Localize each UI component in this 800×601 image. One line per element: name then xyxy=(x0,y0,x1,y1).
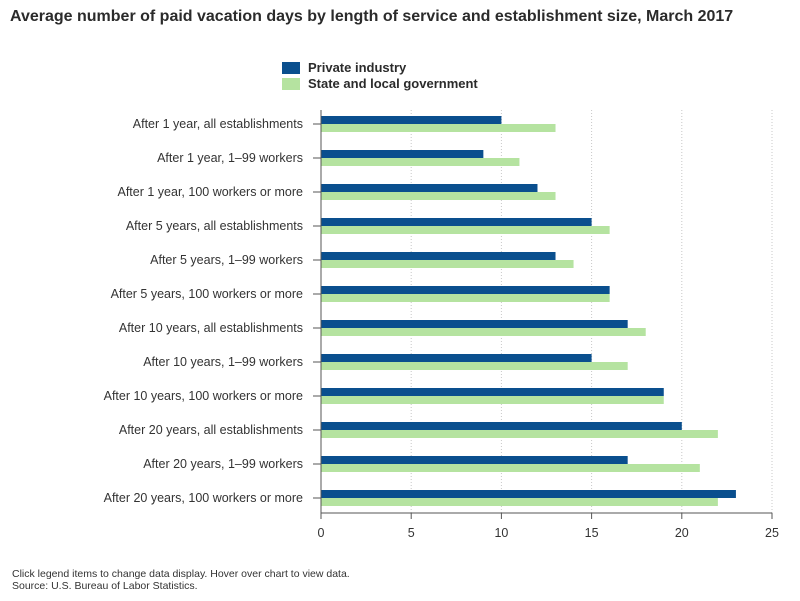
bar-chart[interactable]: After 1 year, all establishments After 1 … xyxy=(0,0,800,560)
bar-private-industry-8[interactable] xyxy=(321,354,592,362)
category-label-12: After 20 years, 100 workers or more xyxy=(104,491,303,505)
category-label-11: After 20 years, 1–99 workers xyxy=(143,457,303,471)
x-tick-label-20: 20 xyxy=(675,526,689,540)
bar-state-local-government-1[interactable] xyxy=(321,124,556,132)
category-label-9: After 10 years, 100 workers or more xyxy=(104,389,303,403)
legend-swatch-private-industry xyxy=(282,62,300,74)
category-label-8: After 10 years, 1–99 workers xyxy=(143,355,303,369)
category-label-10: After 20 years, all establishments xyxy=(119,423,303,437)
category-label-2: After 1 year, 1–99 workers xyxy=(157,151,303,165)
bar-private-industry-2[interactable] xyxy=(321,150,484,158)
bar-private-industry-4[interactable] xyxy=(321,218,592,226)
bar-private-industry-10[interactable] xyxy=(321,422,682,430)
x-tick-label-0: 0 xyxy=(318,526,325,540)
legend-label-private-industry: Private industry xyxy=(308,60,407,75)
bar-private-industry-3[interactable] xyxy=(321,184,538,192)
bar-state-local-government-6[interactable] xyxy=(321,294,610,302)
category-label-7: After 10 years, all establishments xyxy=(119,321,303,335)
chart-footer: Click legend items to change data displa… xyxy=(12,568,350,592)
bar-state-local-government-7[interactable] xyxy=(321,328,646,336)
category-label-6: After 5 years, 100 workers or more xyxy=(111,287,303,301)
x-tick-label-15: 15 xyxy=(585,526,599,540)
bar-state-local-government-2[interactable] xyxy=(321,158,520,166)
bar-private-industry-1[interactable] xyxy=(321,116,502,124)
bar-state-local-government-8[interactable] xyxy=(321,362,628,370)
bar-state-local-government-4[interactable] xyxy=(321,226,610,234)
category-label-4: After 5 years, all establishments xyxy=(126,219,303,233)
category-label-1: After 1 year, all establishments xyxy=(133,117,303,131)
bar-state-local-government-9[interactable] xyxy=(321,396,664,404)
chart-title: Average number of paid vacation days by … xyxy=(10,8,734,25)
bar-private-industry-7[interactable] xyxy=(321,320,628,328)
bar-state-local-government-12[interactable] xyxy=(321,498,718,506)
bar-state-local-government-5[interactable] xyxy=(321,260,574,268)
legend-swatch-state-local-government xyxy=(282,78,300,90)
bar-state-local-government-3[interactable] xyxy=(321,192,556,200)
x-tick-label-25: 25 xyxy=(765,526,779,540)
bar-private-industry-12[interactable] xyxy=(321,490,736,498)
bar-state-local-government-11[interactable] xyxy=(321,464,700,472)
category-label-3: After 1 year, 100 workers or more xyxy=(118,185,304,199)
bar-state-local-government-10[interactable] xyxy=(321,430,718,438)
x-tick-label-10: 10 xyxy=(494,526,508,540)
bar-private-industry-11[interactable] xyxy=(321,456,628,464)
bar-private-industry-5[interactable] xyxy=(321,252,556,260)
legend-label-state-local-government: State and local government xyxy=(308,76,478,91)
bar-private-industry-6[interactable] xyxy=(321,286,610,294)
x-tick-label-5: 5 xyxy=(408,526,415,540)
footer-source: Source: U.S. Bureau of Labor Statistics. xyxy=(12,580,198,592)
footer-note: Click legend items to change data displa… xyxy=(12,568,350,580)
category-label-5: After 5 years, 1–99 workers xyxy=(150,253,303,267)
bar-private-industry-9[interactable] xyxy=(321,388,664,396)
